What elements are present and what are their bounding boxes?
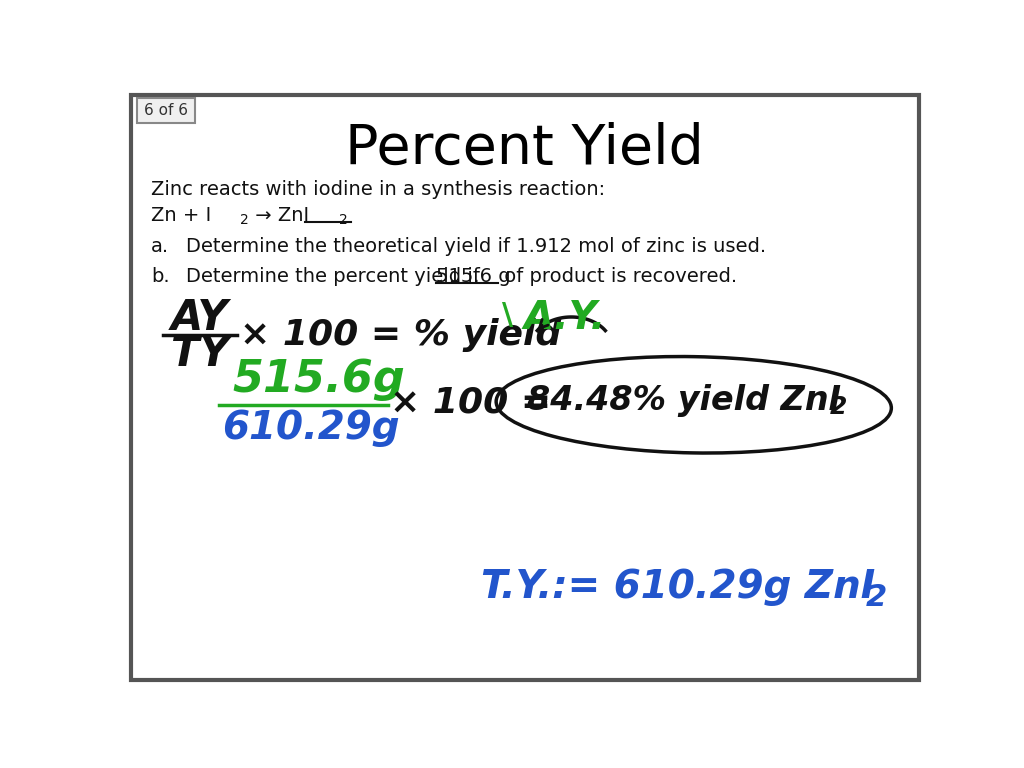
Text: A.Y.: A.Y. [523,299,605,337]
Text: AY: AY [171,296,228,339]
Text: 610.29g: 610.29g [222,409,400,447]
Text: 515.6g: 515.6g [232,358,406,401]
Text: × 100 = % yield: × 100 = % yield [241,319,561,353]
Text: 515.6 g: 515.6 g [435,267,510,286]
Text: 2: 2 [240,213,249,227]
Text: 6 of 6: 6 of 6 [144,103,188,118]
Text: T.Y.:= 610.29g ZnI: T.Y.:= 610.29g ZnI [480,568,874,606]
Text: 2: 2 [866,583,887,612]
Text: b.: b. [152,267,170,286]
Text: a.: a. [152,237,169,256]
Text: → ZnI: → ZnI [249,206,309,225]
Text: 84.48% yield ZnI: 84.48% yield ZnI [527,384,841,417]
Text: TY: TY [171,333,229,375]
Bar [137,98,196,123]
Text: Determine the percent yield if: Determine the percent yield if [186,267,486,286]
Text: 2: 2 [339,213,347,227]
Text: Zinc reacts with iodine in a synthesis reaction:: Zinc reacts with iodine in a synthesis r… [152,180,605,199]
Text: \: \ [502,301,513,330]
Text: Zn + I: Zn + I [152,206,212,225]
Text: × 100 =: × 100 = [390,386,551,419]
Text: Determine the theoretical yield if 1.912 mol of zinc is used.: Determine the theoretical yield if 1.912… [186,237,766,256]
Text: of product is recovered.: of product is recovered. [499,267,737,286]
Text: 2: 2 [829,395,847,419]
Text: Percent Yield: Percent Yield [345,121,705,175]
